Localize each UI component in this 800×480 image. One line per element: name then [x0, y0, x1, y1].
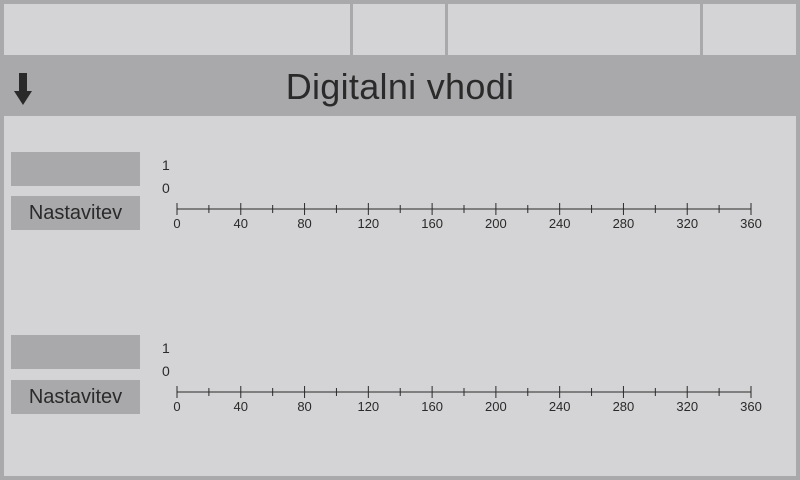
input-value-display: [11, 335, 140, 369]
level-high-label: 1: [162, 340, 170, 356]
input-value-display: [11, 152, 140, 186]
settings-button[interactable]: Nastavitev: [11, 196, 140, 230]
time-axis: 0 40 80 120 160 200 240 280 320 360: [173, 203, 762, 231]
level-low-label: 0: [162, 363, 170, 379]
digital-input-channel-1: Nastavitev 1 0 0 40 80 120 160 200 240 280 320 36…: [4, 148, 796, 258]
axis-tick-label: 120: [357, 399, 379, 414]
top-bar: [4, 4, 796, 59]
axis-tick-label: 40: [234, 216, 248, 231]
axis-tick-label: 320: [676, 216, 698, 231]
page-title: Digitalni vhodi: [285, 66, 515, 107]
axis-tick-label: 160: [421, 216, 443, 231]
axis-tick-label: 80: [297, 399, 311, 414]
page-header: Digitalni vhodi: [4, 59, 796, 116]
level-low-label: 0: [162, 180, 170, 196]
axis-tick-label: 160: [421, 399, 443, 414]
axis-tick-label: 240: [549, 399, 571, 414]
axis-tick-label: 40: [234, 399, 248, 414]
axis-tick-label: 360: [740, 399, 762, 414]
axis-tick-label: 200: [485, 399, 507, 414]
axis-tick-label: 320: [676, 399, 698, 414]
axis-tick-label: 240: [549, 216, 571, 231]
axis-tick-label: 0: [173, 399, 180, 414]
axis-tick-label: 280: [613, 216, 635, 231]
top-divider: [350, 4, 353, 55]
digital-input-channel-2: Nastavitev 1 0 0 40 80 120 160 200 240 280 320 36…: [4, 331, 796, 441]
axis-tick-label: 80: [297, 216, 311, 231]
top-cell-4[interactable]: [703, 4, 796, 55]
down-arrow-icon[interactable]: [14, 73, 32, 105]
screen-frame: Digitalni vhodi Nastavitev 1 0 0 40 80 120 1…: [4, 4, 796, 476]
axis-tick-label: 120: [357, 216, 379, 231]
axis-tick-label: 280: [613, 399, 635, 414]
top-cell-1[interactable]: [4, 4, 349, 55]
axis-tick-label: 200: [485, 216, 507, 231]
time-axis: 0 40 80 120 160 200 240 280 320 360: [173, 386, 762, 414]
axis-tick-label: 0: [173, 216, 180, 231]
settings-button[interactable]: Nastavitev: [11, 380, 140, 414]
top-divider: [700, 4, 703, 55]
top-cell-2[interactable]: [353, 4, 445, 55]
top-cell-3[interactable]: [448, 4, 700, 55]
axis-tick-label: 360: [740, 216, 762, 231]
top-divider: [445, 4, 448, 55]
level-high-label: 1: [162, 157, 170, 173]
